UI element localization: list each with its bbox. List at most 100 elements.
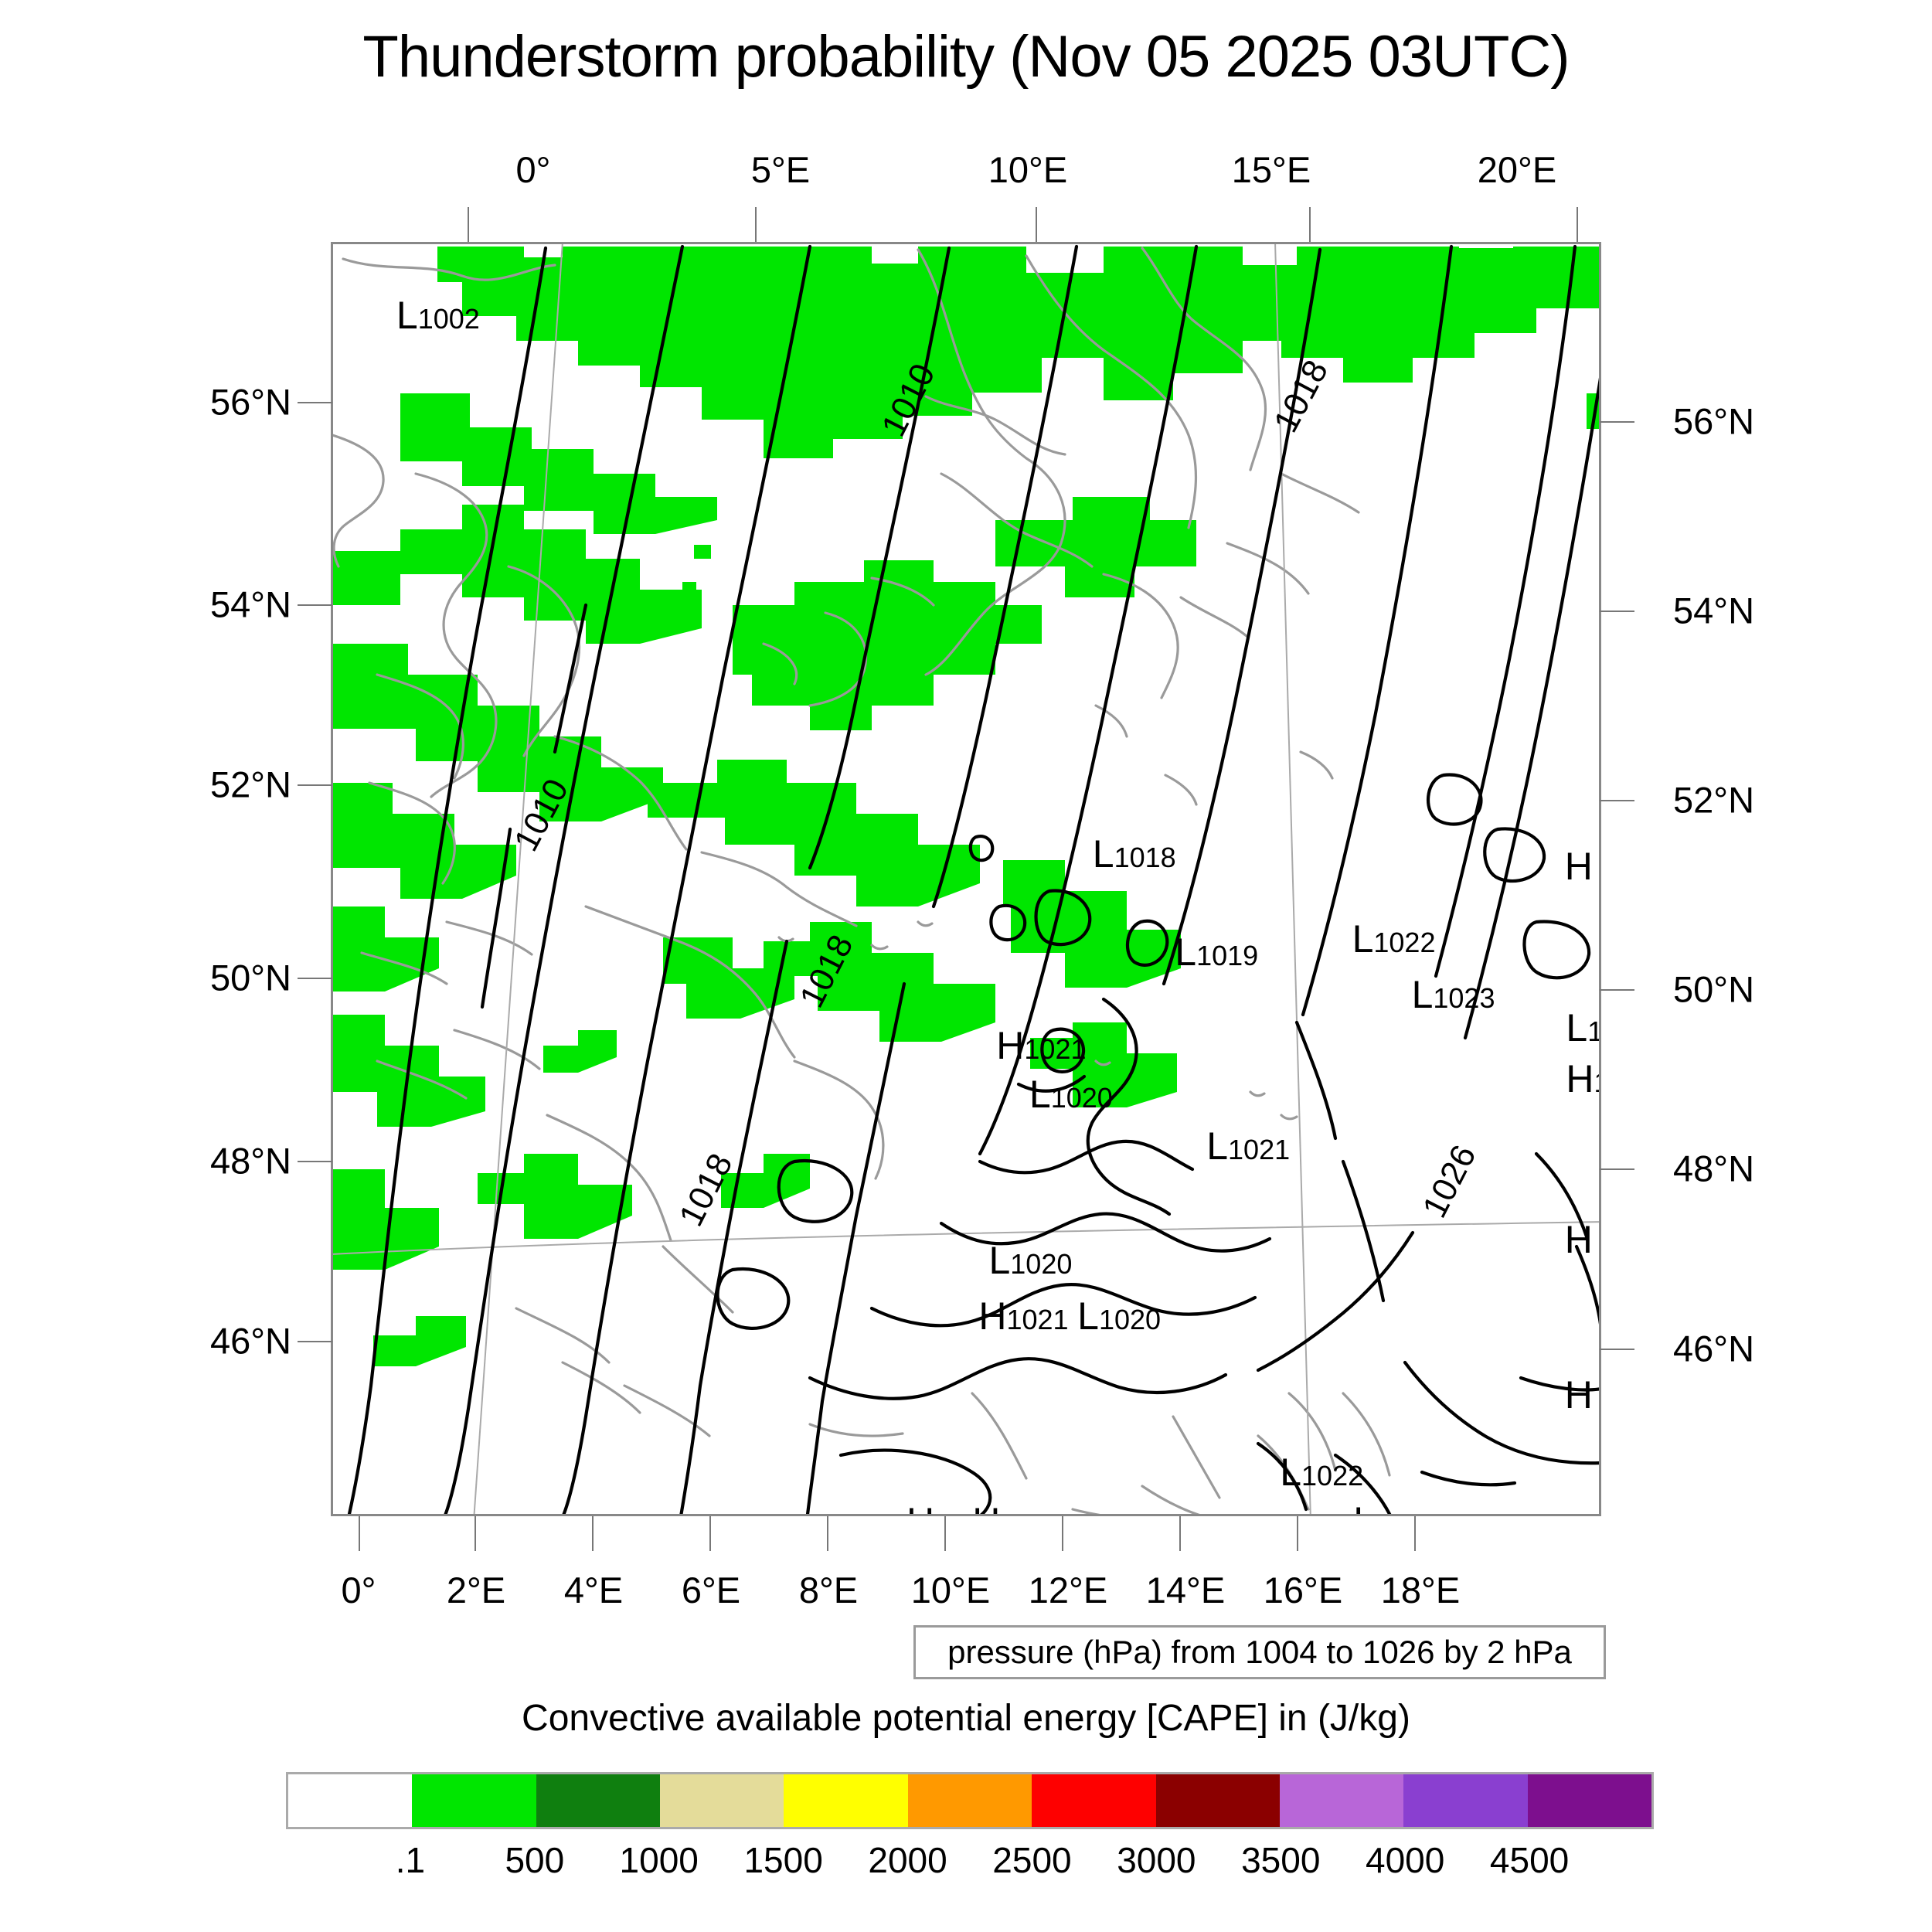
- pressure-center-l-1: L1018: [1093, 835, 1176, 873]
- tick-top-1: [755, 207, 757, 242]
- pressure-center-value: 1022: [1301, 1460, 1364, 1492]
- pressure-center-l-4: L1023: [1412, 975, 1495, 1014]
- tick-bot-10: [944, 1516, 946, 1551]
- axis-label-right-56: 56°N: [1673, 400, 1755, 442]
- colorbar-tick-row: .1 500 1000 1500 2000 2500 3000 3500 4000 4500: [286, 1839, 1654, 1886]
- axis-label-left-46: 46°N: [209, 1320, 291, 1362]
- pressure-center-symbol: H: [972, 1500, 1000, 1514]
- tick-top-3: [1309, 207, 1311, 242]
- tick-bot-2: [474, 1516, 476, 1551]
- colorbar-cell-10[interactable]: [1527, 1774, 1651, 1827]
- pressure-legend-note: pressure (hPa) from 1004 to 1026 by 2 hP…: [913, 1625, 1606, 1679]
- axis-label-bottom-16: 16°E: [1263, 1570, 1343, 1611]
- colorbar-tick-8: 4000: [1366, 1840, 1445, 1880]
- pressure-center-symbol: L: [1566, 1006, 1588, 1050]
- pressure-center-symbol: L: [1175, 930, 1197, 974]
- colorbar-tick-4: 2000: [868, 1840, 947, 1880]
- colorbar-cell-0[interactable]: [288, 1774, 413, 1827]
- pressure-center-symbol: L: [1353, 1499, 1375, 1514]
- pressure-center-l-11: L1022: [1280, 1453, 1363, 1492]
- axis-label-right-52: 52°N: [1673, 779, 1755, 821]
- axis-label-bottom-10: 10°E: [910, 1570, 991, 1611]
- colorbar-cell-2[interactable]: [536, 1774, 661, 1827]
- axis-label-top-4: 20°E: [1477, 149, 1557, 190]
- colorbar-tick-6: 3000: [1117, 1840, 1196, 1880]
- pressure-center-l-0: L1002: [396, 296, 480, 335]
- tick-bot-6: [709, 1516, 711, 1551]
- colorbar-cell-1[interactable]: [412, 1774, 536, 1827]
- colorbar-cell-5[interactable]: [907, 1774, 1032, 1827]
- tick-right-50: [1600, 989, 1634, 991]
- pressure-center-h-17: H10: [1566, 1056, 1599, 1100]
- colorbar-cell-6[interactable]: [1032, 1774, 1156, 1827]
- pressure-center-symbol: H: [1566, 1056, 1594, 1100]
- axis-label-bottom-18: 18°E: [1380, 1570, 1461, 1611]
- pressure-center-h-5: H1021: [996, 1026, 1086, 1065]
- tick-left-48: [298, 1161, 332, 1162]
- axis-label-bottom-8: 8°E: [798, 1570, 859, 1611]
- tick-right-54: [1600, 611, 1634, 612]
- pressure-center-symbol: L: [1411, 973, 1434, 1017]
- colorbar-tick-2: 1000: [619, 1840, 699, 1880]
- pressure-center-value: 1020: [1098, 1304, 1162, 1336]
- tick-left-54: [298, 604, 332, 606]
- axis-label-bottom-4: 4°E: [563, 1570, 624, 1611]
- pressure-center-value: 1019: [1196, 939, 1259, 971]
- tick-right-52: [1600, 800, 1634, 801]
- pressure-center-value: 10: [1587, 1015, 1599, 1047]
- axis-label-top-1: 5°E: [750, 149, 811, 190]
- pressure-center-value: 1020: [1010, 1247, 1073, 1280]
- pressure-center-value: 1024: [934, 1509, 996, 1514]
- pressure-center-value: 1022: [1373, 927, 1436, 959]
- colorbar-tick-0: .1: [395, 1840, 426, 1880]
- pressure-center-symbol: L: [1280, 1451, 1302, 1495]
- map-panel[interactable]: L1002 L1018 L1019 L1022 L1023 H1021 L1020 L1021…: [331, 242, 1601, 1516]
- pressure-center-symbol: H: [1564, 845, 1593, 889]
- axis-label-bottom-12: 12°E: [1028, 1570, 1108, 1611]
- pressure-center-h-13: H1024: [906, 1500, 996, 1514]
- tick-bot-18: [1414, 1516, 1416, 1551]
- colorbar-tick-5: 2500: [992, 1840, 1072, 1880]
- pressure-center-value: 1018: [1114, 841, 1176, 873]
- colorbar-tick-9: 4500: [1489, 1840, 1570, 1880]
- pressure-center-l-10: L1020: [1077, 1297, 1161, 1335]
- cape-colorbar[interactable]: [286, 1772, 1654, 1829]
- tick-left-50: [298, 978, 332, 979]
- coastline-layer: [333, 247, 1391, 1514]
- colorbar-title: Convective available potential energy [C…: [522, 1698, 1410, 1739]
- pressure-center-value: 1021: [1006, 1304, 1069, 1336]
- colorbar-cell-4[interactable]: [784, 1774, 908, 1827]
- pressure-center-l-8: L1020: [988, 1241, 1072, 1280]
- pressure-center-value: 1020: [1050, 1081, 1113, 1114]
- axis-label-bottom-14: 14°E: [1145, 1570, 1226, 1611]
- pressure-center-value: 1023: [1433, 982, 1495, 1015]
- pressure-center-value: 1021: [1024, 1033, 1087, 1066]
- pressure-center-symbol: H: [1564, 1218, 1593, 1262]
- colorbar-cell-9[interactable]: [1403, 1774, 1528, 1827]
- pressure-center-l-3: L1022: [1352, 920, 1436, 958]
- colorbar-tick-1: 500: [505, 1840, 565, 1880]
- tick-bot-16: [1297, 1516, 1298, 1551]
- pressure-center-symbol: H: [906, 1500, 934, 1514]
- colorbar-cell-8[interactable]: [1279, 1774, 1404, 1827]
- pressure-center-h-18: H: [1565, 1220, 1593, 1259]
- axis-label-bottom-2: 2°E: [446, 1570, 506, 1611]
- pressure-center-value: 1024: [1000, 1509, 1062, 1514]
- tick-right-46: [1600, 1349, 1634, 1350]
- pressure-center-symbol: H: [978, 1294, 1007, 1338]
- axis-label-right-54: 54°N: [1673, 590, 1755, 631]
- tick-left-52: [298, 784, 332, 786]
- page-title: Thunderstorm probability (Nov 05 2025 03…: [362, 24, 1570, 90]
- pressure-center-l-16: L10: [1566, 1006, 1599, 1050]
- tick-top-4: [1577, 207, 1578, 242]
- colorbar-cell-3[interactable]: [660, 1774, 784, 1827]
- colorbar-cell-7[interactable]: [1155, 1774, 1280, 1827]
- pressure-center-value: 1002: [417, 303, 480, 335]
- tick-bot-0: [359, 1516, 360, 1551]
- tick-right-48: [1600, 1168, 1634, 1170]
- axis-label-left-52: 52°N: [209, 764, 291, 805]
- pressure-center-symbol: L: [1352, 917, 1374, 961]
- pressure-center-h-14: H1024: [972, 1500, 1062, 1514]
- axis-label-left-50: 50°N: [209, 957, 291, 998]
